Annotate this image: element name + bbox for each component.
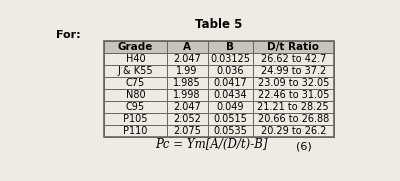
Bar: [166, 125, 208, 137]
Text: 22.46 to 31.05: 22.46 to 31.05: [258, 90, 329, 100]
Text: Table 5: Table 5: [195, 18, 243, 31]
Bar: [208, 41, 253, 53]
Bar: [104, 113, 166, 125]
Bar: [104, 41, 334, 137]
Bar: [253, 41, 334, 53]
Bar: [208, 101, 253, 113]
Bar: [166, 77, 208, 89]
Text: D/t Ratio: D/t Ratio: [267, 42, 319, 52]
Text: (6): (6): [296, 141, 312, 151]
Bar: [253, 89, 334, 101]
Bar: [208, 77, 253, 89]
Text: 0.0515: 0.0515: [213, 114, 247, 124]
Text: P110: P110: [123, 126, 148, 136]
Text: 20.29 to 26.2: 20.29 to 26.2: [260, 126, 326, 136]
Text: 0.0417: 0.0417: [213, 78, 247, 88]
Text: Pc = Ym[A/(D/t)-B]: Pc = Ym[A/(D/t)-B]: [155, 138, 268, 151]
Text: 2.047: 2.047: [173, 54, 201, 64]
Bar: [253, 101, 334, 113]
Text: 21.21 to 28.25: 21.21 to 28.25: [257, 102, 329, 112]
Bar: [166, 53, 208, 65]
Text: B: B: [226, 42, 234, 52]
Bar: [208, 89, 253, 101]
Text: 0.049: 0.049: [216, 102, 244, 112]
Bar: [104, 77, 166, 89]
Bar: [104, 41, 166, 53]
Text: 23.09 to 32.05: 23.09 to 32.05: [258, 78, 329, 88]
Bar: [166, 65, 208, 77]
Bar: [104, 101, 166, 113]
Text: 0.0535: 0.0535: [213, 126, 247, 136]
Bar: [104, 125, 166, 137]
Text: Grade: Grade: [118, 42, 153, 52]
Bar: [166, 101, 208, 113]
Text: 20.66 to 26.88: 20.66 to 26.88: [258, 114, 329, 124]
Bar: [104, 89, 166, 101]
Text: A: A: [183, 42, 191, 52]
Text: 0.03125: 0.03125: [210, 54, 250, 64]
Text: C75: C75: [126, 78, 145, 88]
Bar: [253, 65, 334, 77]
Bar: [208, 53, 253, 65]
Text: 2.052: 2.052: [173, 114, 201, 124]
Bar: [104, 53, 166, 65]
Bar: [253, 113, 334, 125]
Text: 1.985: 1.985: [173, 78, 201, 88]
Text: For:: For:: [56, 30, 81, 40]
Text: 1.998: 1.998: [173, 90, 201, 100]
Bar: [166, 113, 208, 125]
Bar: [208, 65, 253, 77]
Bar: [208, 113, 253, 125]
Text: 2.075: 2.075: [173, 126, 201, 136]
Text: C95: C95: [126, 102, 145, 112]
Text: 0.0434: 0.0434: [214, 90, 247, 100]
Text: 2.047: 2.047: [173, 102, 201, 112]
Text: N80: N80: [126, 90, 145, 100]
Bar: [104, 65, 166, 77]
Text: H40: H40: [126, 54, 145, 64]
Text: 24.99 to 37.2: 24.99 to 37.2: [260, 66, 326, 76]
Text: P105: P105: [123, 114, 148, 124]
Bar: [253, 53, 334, 65]
Bar: [253, 125, 334, 137]
Bar: [208, 125, 253, 137]
Text: 1.99: 1.99: [176, 66, 198, 76]
Text: 26.62 to 42.7: 26.62 to 42.7: [260, 54, 326, 64]
Text: J & K55: J & K55: [118, 66, 153, 76]
Text: 0.036: 0.036: [216, 66, 244, 76]
Bar: [166, 89, 208, 101]
Bar: [253, 77, 334, 89]
Bar: [166, 41, 208, 53]
